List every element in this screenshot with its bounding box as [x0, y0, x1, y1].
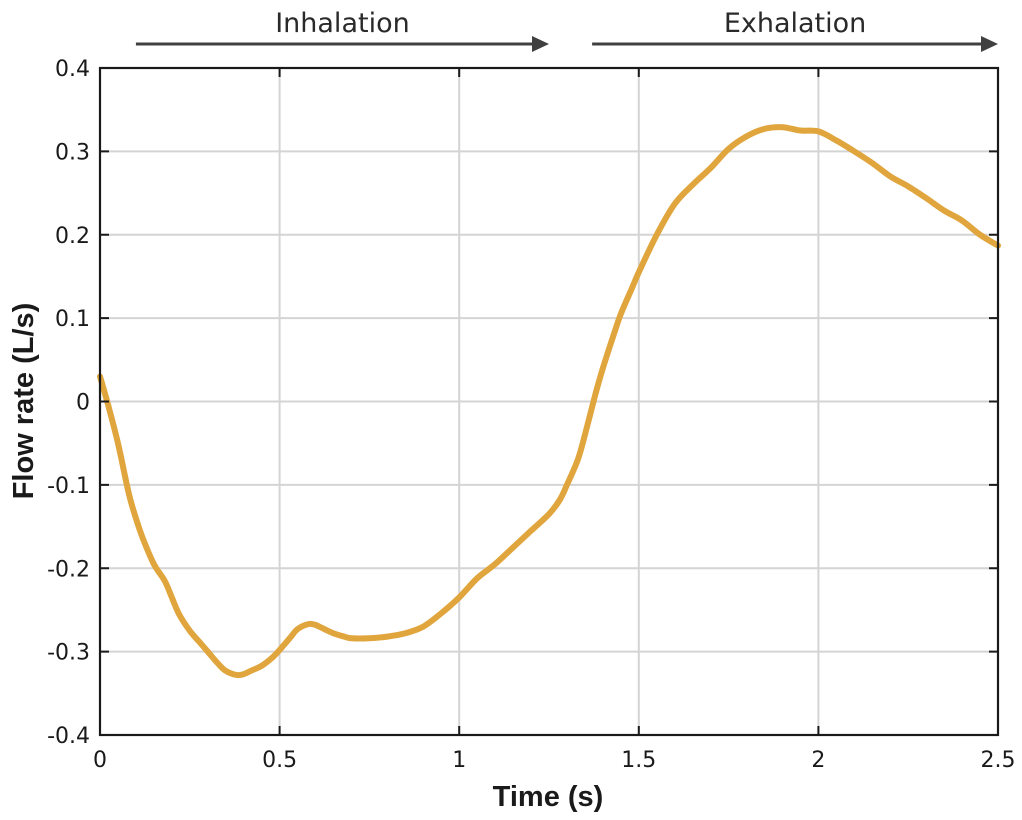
y-tick-label: -0.2 — [47, 557, 90, 582]
y-tick-label: 0 — [76, 391, 90, 416]
y-tick-label: 0.2 — [55, 224, 90, 249]
y-tick-label: 0.4 — [55, 57, 90, 82]
axis-ticks — [99, 67, 999, 736]
phase-arrow-head — [532, 36, 549, 52]
y-axis-title: Flow rate (L/s) — [8, 303, 40, 500]
x-tick-label: 0.5 — [262, 748, 297, 773]
y-tick-label: 0.3 — [55, 140, 90, 165]
x-tick-label: 2.5 — [981, 748, 1016, 773]
x-tick-label: 1 — [452, 748, 466, 773]
phase-annotations: Inhalation Exhalation — [135, 8, 998, 52]
y-tick-label: -0.3 — [47, 641, 90, 666]
grid-lines — [100, 68, 998, 735]
phase-annotation: Inhalation — [135, 8, 549, 52]
phase-label: Inhalation — [275, 8, 410, 39]
phase-label: Exhalation — [724, 8, 866, 39]
x-axis-title: Time (s) — [493, 781, 604, 813]
x-tick-label: 0 — [93, 748, 107, 773]
phase-annotation: Exhalation — [592, 8, 998, 52]
phase-arrow-head — [981, 36, 998, 52]
y-tick-label: 0.1 — [55, 307, 90, 332]
flow-rate-series-line — [97, 124, 1001, 679]
x-tick-labels: 0 0.5 1 1.5 2 2.5 — [93, 748, 1016, 773]
y-tick-label: -0.1 — [47, 474, 90, 499]
y-tick-label: -0.4 — [47, 724, 90, 749]
x-tick-label: 2 — [811, 748, 825, 773]
y-tick-labels: 0.4 0.3 0.2 0.1 0 -0.1 -0.2 -0.3 -0.4 — [47, 57, 90, 749]
x-tick-label: 1.5 — [621, 748, 656, 773]
